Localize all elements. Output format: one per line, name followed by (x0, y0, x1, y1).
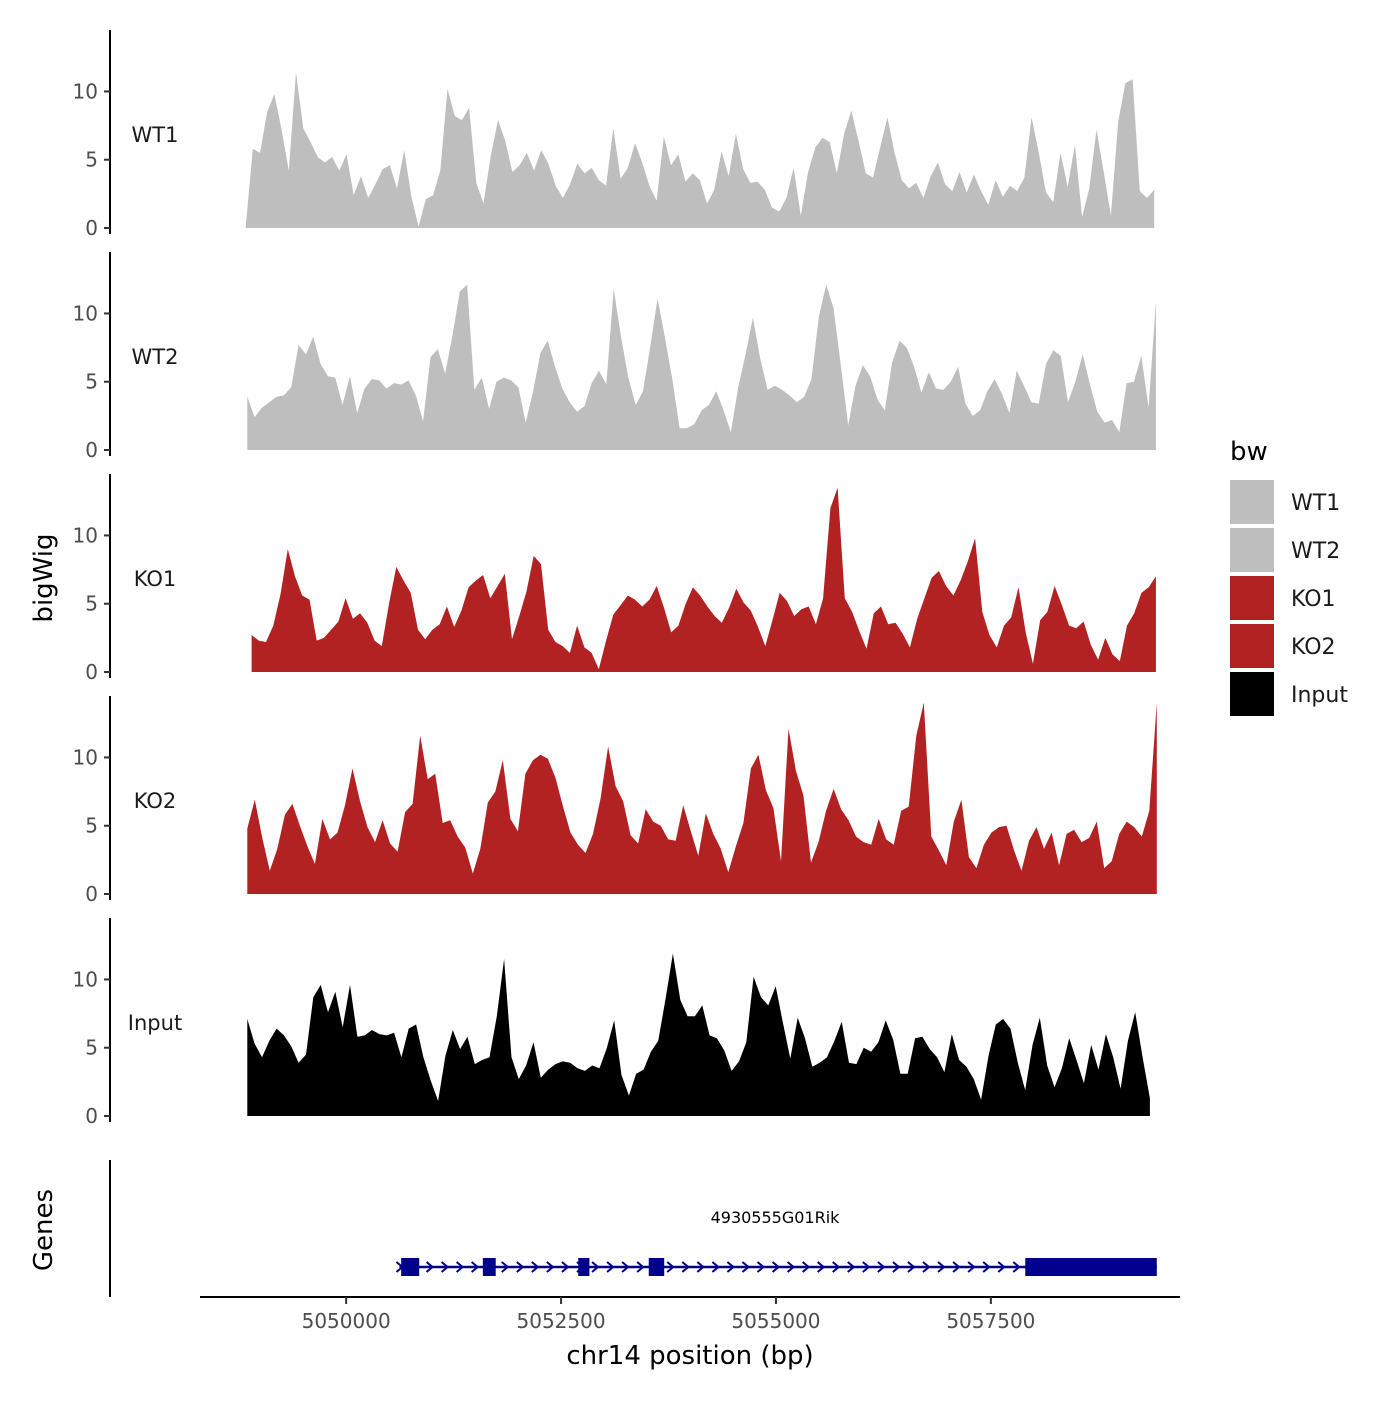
strand-chevron (832, 1261, 841, 1273)
gene-exon (578, 1258, 590, 1276)
strand-chevron (636, 1261, 645, 1273)
track-input: 0 5 10 Input (73, 918, 1150, 1128)
legend-key-ko2 (1230, 624, 1274, 668)
y-tick-label: 5 (85, 148, 98, 172)
area-ko1 (251, 487, 1156, 672)
track-label-ko2: KO2 (134, 789, 177, 813)
y-axis-title: bigWig (29, 533, 59, 622)
y-tick-label: 5 (85, 1036, 98, 1060)
track-label-wt1: WT1 (132, 123, 179, 147)
legend-label-input: Input (1291, 683, 1348, 708)
strand-chevron (455, 1261, 465, 1273)
y-tick-label: 5 (85, 370, 98, 394)
strand-chevron (516, 1261, 525, 1273)
legend-key-ko1 (1230, 576, 1274, 620)
strand-chevron (907, 1261, 916, 1273)
y-tick-label: 0 (85, 1104, 98, 1128)
x-tick-label: 5055000 (731, 1309, 820, 1333)
y-tick-label: 5 (85, 814, 98, 838)
track-wt1: 0 5 10 WT1 (73, 30, 1155, 240)
strand-chevron (546, 1261, 555, 1273)
strand-chevron (771, 1261, 781, 1273)
gene-exon (1025, 1258, 1157, 1276)
y-tick-label: 10 (73, 523, 98, 547)
strand-chevron (786, 1261, 796, 1273)
legend-label-ko2: KO2 (1291, 635, 1336, 660)
strand-chevron (922, 1261, 931, 1273)
area-ko2 (247, 702, 1157, 894)
strand-chevron (666, 1261, 675, 1273)
track-label-ko1: KO1 (134, 567, 177, 591)
y-tick-label: 0 (85, 660, 98, 684)
strand-chevron (862, 1261, 871, 1273)
strand-chevron (997, 1261, 1006, 1273)
strand-chevron (471, 1261, 480, 1273)
gene-label: 4930555G01Rik (711, 1208, 841, 1227)
strand-chevron (621, 1261, 630, 1273)
legend-key-input (1230, 672, 1274, 716)
x-tick-label: 5050000 (302, 1309, 391, 1333)
strand-chevron (967, 1261, 976, 1273)
legend-key-wt1 (1230, 480, 1274, 524)
y-tick-label: 10 (73, 301, 98, 325)
legend-title: bw (1230, 437, 1268, 467)
gene-panel (109, 1160, 1157, 1297)
strand-chevron (681, 1261, 690, 1273)
legend-label-wt2: WT2 (1291, 539, 1340, 564)
strand-chevron (952, 1261, 961, 1273)
y-tick-label: 10 (73, 745, 98, 769)
legend-label-wt1: WT1 (1291, 491, 1340, 516)
track-ko2: 0 5 10 KO2 (73, 696, 1157, 906)
strand-chevron (892, 1261, 901, 1273)
y-tick-label: 5 (85, 592, 98, 616)
legend: WT1 WT2 KO1 KO2 Input (1230, 480, 1348, 716)
strand-chevron (937, 1261, 946, 1273)
strand-chevron (696, 1261, 705, 1273)
x-tick-label: 5057500 (946, 1309, 1035, 1333)
strand-chevron (741, 1261, 751, 1273)
y-tick-label: 10 (73, 967, 98, 991)
x-axis: 5050000 5052500 5055000 5057500 (200, 1296, 1180, 1333)
strand-chevron (711, 1261, 720, 1273)
strand-chevron (425, 1261, 435, 1273)
strand-chevron (606, 1261, 615, 1273)
y-tick-label: 0 (85, 438, 98, 462)
y-tick-label: 10 (73, 79, 98, 103)
area-wt2 (247, 284, 1156, 450)
x-tick-label: 5052500 (517, 1309, 606, 1333)
strand-chevron (817, 1261, 826, 1273)
strand-chevron (726, 1261, 735, 1273)
track-label-wt2: WT2 (132, 345, 179, 369)
strand-chevron (1012, 1261, 1021, 1273)
gene-exon (401, 1258, 420, 1276)
area-wt1 (245, 72, 1155, 228)
strand-chevron (982, 1261, 991, 1273)
strand-chevron (801, 1261, 811, 1273)
legend-label-ko1: KO1 (1291, 587, 1336, 612)
strand-chevron (877, 1261, 886, 1273)
track-wt2: 0 5 10 WT2 (73, 252, 1156, 462)
strand-chevron (501, 1261, 510, 1273)
gene-panel-title: Genes (29, 1189, 59, 1271)
area-input (247, 953, 1150, 1116)
gene-exon (648, 1258, 665, 1276)
track-label-input: Input (128, 1011, 182, 1035)
y-tick-label: 0 (85, 216, 98, 240)
strand-chevron (591, 1261, 600, 1273)
strand-chevron (561, 1261, 570, 1273)
gene-exon (482, 1258, 496, 1276)
strand-chevron (531, 1261, 540, 1273)
x-axis-title: chr14 position (bp) (566, 1341, 813, 1371)
tracks-layer: 0 5 10 WT1 0 5 10 WT2 0 5 10 KO1 0 5 10 KO2 0 5 10 Input (73, 30, 1157, 1128)
strand-chevron (847, 1261, 856, 1273)
y-tick-label: 0 (85, 882, 98, 906)
strand-chevron (756, 1261, 766, 1273)
strand-chevron (440, 1261, 450, 1273)
track-ko1: 0 5 10 KO1 (73, 474, 1156, 684)
legend-key-wt2 (1230, 528, 1274, 572)
